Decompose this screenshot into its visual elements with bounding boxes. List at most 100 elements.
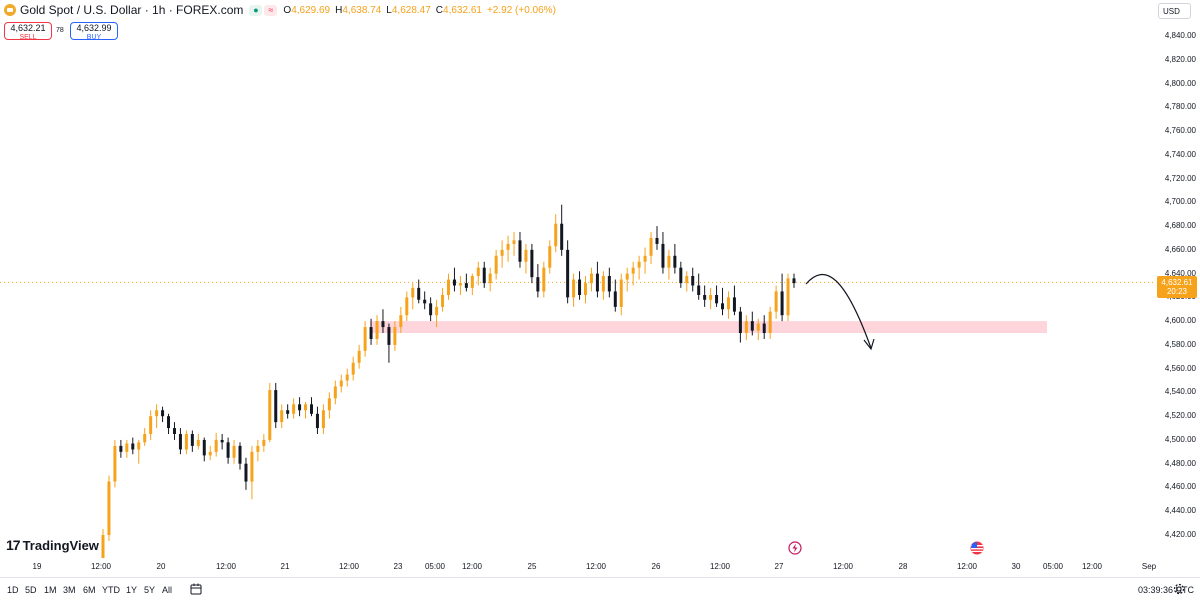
- current-price-badge: 4,632.61 20:23: [1157, 276, 1197, 298]
- time-axis-tick: 25: [527, 562, 537, 571]
- candle-body: [238, 445, 242, 464]
- candle-body: [631, 267, 635, 274]
- candle-body: [476, 267, 480, 276]
- candle-body: [738, 311, 742, 334]
- candle-body: [339, 380, 343, 387]
- range-button-1y[interactable]: 1Y: [126, 585, 138, 595]
- tradingview-logo[interactable]: 17 TradingView: [6, 536, 99, 554]
- time-axis-tick: 30: [1011, 562, 1021, 571]
- candle-body: [750, 321, 754, 331]
- time-axis-tick: 12:00: [956, 562, 978, 571]
- range-button-ytd[interactable]: YTD: [102, 585, 120, 595]
- price-chart[interactable]: [0, 0, 1156, 558]
- candle-body: [172, 428, 176, 435]
- time-axis-tick: 05:00: [1042, 562, 1064, 571]
- candle-body: [792, 278, 796, 284]
- calendar-range-icon[interactable]: [190, 583, 202, 595]
- tradingview-logo-text: TradingView: [22, 537, 99, 553]
- price-axis-tick: 4,700.00: [1164, 197, 1196, 207]
- lightning-event-icon[interactable]: [788, 541, 802, 555]
- candle-body: [113, 445, 117, 482]
- range-button-1d[interactable]: 1D: [7, 585, 19, 595]
- price-axis-tick: 4,540.00: [1164, 387, 1196, 397]
- candle-body: [512, 240, 516, 244]
- price-axis-tick: 4,720.00: [1164, 173, 1196, 183]
- symbol-header[interactable]: Gold Spot / U.S. Dollar · 1h · FOREX.com…: [4, 2, 556, 18]
- price-axis-tick: 4,820.00: [1164, 54, 1196, 64]
- candle-body: [262, 439, 266, 446]
- candle-body: [554, 223, 558, 247]
- candle-body: [405, 297, 409, 316]
- candle-body: [548, 246, 552, 268]
- candle-body: [387, 327, 391, 345]
- candle-body: [280, 410, 284, 423]
- candle-body: [607, 275, 611, 292]
- candle-body: [226, 442, 230, 458]
- candle-body: [500, 249, 504, 256]
- candle-body: [196, 439, 200, 446]
- gold-coin-icon: [4, 4, 16, 16]
- time-axis[interactable]: 19 12:00 20 12:00 21 12:00 23 05:00 12:00 25 12:00…: [0, 558, 1157, 574]
- candle-body: [417, 287, 421, 300]
- price-axis-tick: 4,520.00: [1164, 411, 1196, 421]
- candle-body: [637, 261, 641, 268]
- range-button-3m[interactable]: 3M: [63, 585, 76, 595]
- time-axis-tick: 12:00: [90, 562, 112, 571]
- candle-body: [423, 299, 427, 304]
- symbol-title[interactable]: Gold Spot / U.S. Dollar · 1h · FOREX.com: [20, 3, 244, 17]
- candle-body: [429, 303, 433, 316]
- candle-body: [536, 277, 540, 292]
- buy-button[interactable]: 4,632.99 BUY: [70, 22, 118, 41]
- time-axis-tick: 28: [898, 562, 908, 571]
- range-button-6m[interactable]: 6M: [83, 585, 96, 595]
- candle-body: [786, 278, 790, 316]
- utc-clock[interactable]: 03:39:36 UTC: [1138, 585, 1195, 595]
- currency-selector[interactable]: USD: [1158, 3, 1191, 19]
- time-axis-tick: 12:00: [585, 562, 607, 571]
- candle-body: [703, 295, 707, 300]
- candle-body: [768, 311, 772, 334]
- price-axis-tick: 4,460.00: [1164, 482, 1196, 492]
- sell-button[interactable]: 4,632.21 SELL: [4, 22, 52, 41]
- settings-gear-icon[interactable]: [1172, 582, 1186, 596]
- candle-body: [482, 267, 486, 284]
- candle-body: [161, 410, 165, 417]
- candle-body: [655, 237, 659, 244]
- sell-price: 4,632.21: [10, 23, 46, 33]
- candle-body: [447, 279, 450, 296]
- candle-body: [357, 350, 361, 363]
- candle-body: [315, 413, 319, 429]
- candle-body: [726, 297, 730, 310]
- time-axis-tick: 12:00: [461, 562, 483, 571]
- candle-body: [363, 327, 367, 351]
- range-button-5d[interactable]: 5D: [25, 585, 37, 595]
- ohlc-high: H4,638.74: [335, 4, 382, 16]
- buy-label: BUY: [86, 34, 102, 41]
- candle-body: [321, 410, 325, 429]
- curved-arrow-down-icon: [805, 273, 872, 349]
- candle-body: [506, 243, 510, 250]
- price-axis-tick: 4,780.00: [1164, 102, 1196, 112]
- candle-body: [309, 404, 313, 414]
- range-button-1m[interactable]: 1M: [44, 585, 57, 595]
- price-axis-tick: 4,440.00: [1164, 506, 1196, 516]
- time-axis-tick: 12:00: [215, 562, 237, 571]
- candle-body: [464, 283, 468, 288]
- candle-body: [625, 273, 629, 280]
- candle-body: [286, 410, 290, 414]
- us-flag-event-icon[interactable]: [970, 541, 984, 555]
- candle-body: [149, 416, 153, 435]
- ohlc-low: L4,628.47: [386, 4, 431, 16]
- candle-body: [333, 386, 337, 399]
- market-open-badge[interactable]: ●: [249, 4, 263, 16]
- data-status-badge[interactable]: ≈: [264, 4, 278, 16]
- range-button-all[interactable]: All: [162, 585, 173, 595]
- price-axis-tick: 4,560.00: [1164, 363, 1196, 373]
- range-button-5y[interactable]: 5Y: [144, 585, 156, 595]
- candle-body: [673, 255, 677, 268]
- price-axis-tick: 4,760.00: [1164, 126, 1196, 136]
- time-axis-tick: Sep: [1141, 562, 1157, 571]
- candle-body: [137, 442, 141, 450]
- candle-body: [327, 398, 331, 411]
- candle-body: [411, 287, 415, 298]
